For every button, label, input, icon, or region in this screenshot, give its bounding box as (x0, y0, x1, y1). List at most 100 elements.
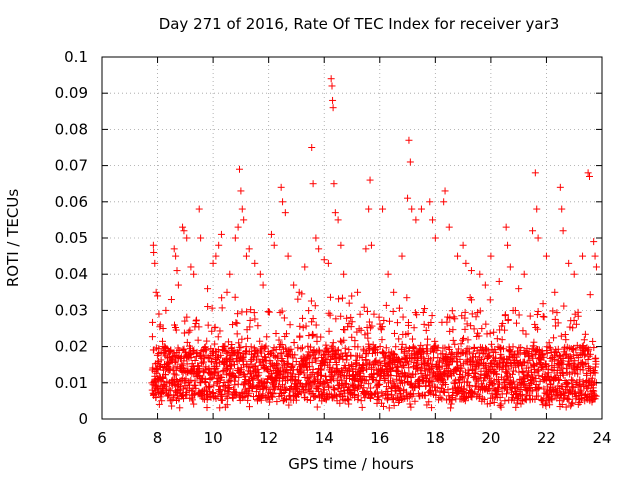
data-point (149, 318, 157, 326)
data-point (390, 288, 398, 296)
data-point (228, 344, 236, 352)
data-point (351, 337, 359, 345)
data-point (242, 252, 250, 260)
data-point (540, 313, 548, 321)
data-point (190, 365, 198, 373)
data-point (241, 392, 249, 400)
data-point (409, 335, 417, 343)
data-point (431, 234, 439, 242)
data-point (217, 230, 225, 238)
data-point (156, 393, 164, 401)
data-point (586, 291, 594, 299)
data-point (428, 312, 436, 320)
data-point (447, 404, 455, 412)
data-point (347, 313, 355, 321)
x-tick-label: 18 (426, 429, 445, 447)
y-tick-label: 0.1 (64, 48, 88, 66)
data-point (454, 252, 462, 260)
data-point (237, 366, 245, 374)
data-point (191, 391, 199, 399)
data-point (450, 380, 458, 388)
data-point (441, 187, 449, 195)
data-point (173, 267, 181, 275)
data-point (200, 358, 208, 366)
data-point (218, 390, 226, 398)
data-point (299, 314, 307, 322)
data-point (247, 343, 255, 351)
data-point (256, 270, 264, 278)
data-point (322, 341, 330, 349)
data-point (467, 322, 475, 330)
data-point (551, 288, 559, 296)
data-point (296, 322, 304, 330)
data-point (464, 378, 472, 386)
data-point (377, 326, 385, 334)
data-point (367, 384, 375, 392)
y-tick-label: 0.07 (55, 157, 88, 175)
data-point (229, 394, 237, 402)
data-point (211, 340, 219, 348)
data-point (148, 333, 156, 341)
data-point (242, 376, 250, 384)
data-point (542, 252, 550, 260)
data-point (550, 334, 558, 342)
data-point (155, 345, 163, 353)
data-point (172, 252, 180, 260)
data-point (329, 96, 337, 104)
data-point (183, 338, 191, 346)
x-tick-label: 12 (259, 429, 278, 447)
x-tick-label: 8 (153, 429, 163, 447)
data-point (236, 165, 243, 173)
data-point (204, 285, 212, 293)
data-point (404, 194, 412, 202)
data-point (517, 344, 525, 352)
data-point (309, 315, 317, 323)
data-point (501, 397, 509, 405)
data-point (448, 307, 456, 315)
data-point (154, 292, 162, 300)
data-point (497, 400, 505, 408)
x-tick-label: 20 (481, 429, 500, 447)
data-point (450, 313, 458, 321)
data-point (383, 383, 391, 391)
data-point (275, 336, 283, 344)
data-point (348, 318, 356, 326)
data-point (348, 333, 356, 341)
x-tick-label: 10 (204, 429, 223, 447)
data-point (335, 295, 343, 303)
chart-title: Day 271 of 2016, Rate Of TEC Index for r… (159, 15, 560, 33)
data-point (216, 386, 224, 394)
data-point (363, 307, 371, 315)
data-point (259, 281, 267, 289)
data-point (579, 252, 587, 260)
data-point (205, 384, 213, 392)
data-point (175, 346, 183, 354)
data-point (218, 396, 226, 404)
data-point (152, 393, 160, 401)
data-point (549, 307, 557, 315)
data-point (417, 205, 425, 213)
data-point (519, 327, 527, 335)
data-point (286, 321, 294, 329)
y-tick-label: 0.05 (55, 229, 88, 247)
data-point (326, 311, 334, 319)
data-point (181, 317, 189, 325)
data-point (162, 371, 170, 379)
data-point (533, 311, 541, 319)
data-point (203, 404, 211, 412)
data-point (379, 205, 387, 213)
data-point (324, 259, 332, 267)
y-tick-label: 0.09 (55, 84, 88, 102)
data-point (281, 209, 289, 217)
data-point (557, 332, 565, 340)
data-point (375, 313, 383, 321)
data-point (187, 263, 195, 271)
data-point (390, 329, 398, 337)
data-point (168, 402, 176, 410)
data-point (235, 339, 243, 347)
data-point (190, 270, 198, 278)
data-point (445, 223, 453, 231)
data-point (409, 343, 417, 351)
data-point (483, 330, 491, 338)
data-point (183, 313, 191, 321)
